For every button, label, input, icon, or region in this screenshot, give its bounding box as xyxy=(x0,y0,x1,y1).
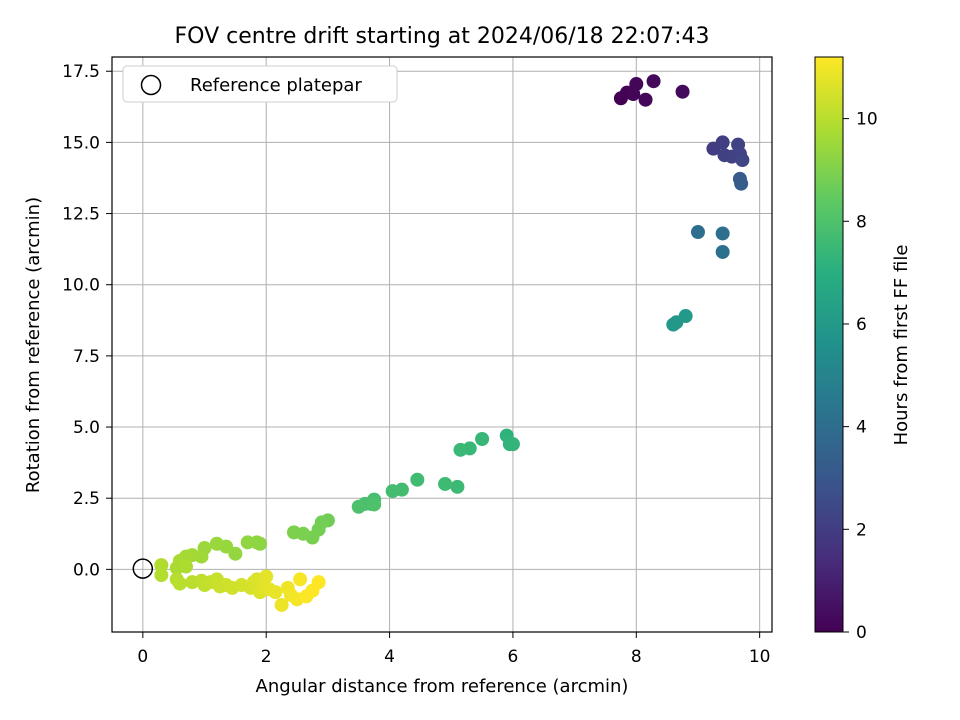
y-tick-label: 10.0 xyxy=(62,276,100,296)
data-point xyxy=(286,525,301,540)
legend-marker-icon xyxy=(140,74,162,96)
data-point xyxy=(646,74,661,89)
data-point xyxy=(505,437,520,452)
data-point xyxy=(259,569,274,584)
data-point xyxy=(638,92,653,107)
data-point xyxy=(172,576,187,591)
data-point xyxy=(179,559,194,574)
data-point xyxy=(675,84,690,99)
x-tick-label: 10 xyxy=(749,647,771,667)
data-point xyxy=(438,476,453,491)
y-axis-label: Rotation from reference (arcmin) xyxy=(23,197,44,493)
y-tick-label: 15.0 xyxy=(62,133,100,153)
data-point xyxy=(629,77,644,92)
data-point xyxy=(735,153,750,168)
colorbar-gradient xyxy=(814,56,844,633)
colorbar-tick-label: 4 xyxy=(856,418,867,438)
chart-title: FOV centre drift starting at 2024/06/18 … xyxy=(175,24,710,49)
colorbar-tick-label: 8 xyxy=(856,212,867,232)
data-point xyxy=(268,585,283,600)
legend-label: Reference platepar xyxy=(190,75,362,96)
data-point xyxy=(351,499,366,514)
x-tick-label: 4 xyxy=(384,647,395,667)
colorbar-tick-label: 6 xyxy=(856,315,867,335)
y-tick-label: 2.5 xyxy=(73,489,100,509)
data-point xyxy=(715,135,730,150)
data-point xyxy=(367,497,382,512)
data-point xyxy=(274,597,289,612)
x-tick-label: 2 xyxy=(261,647,272,667)
data-point xyxy=(293,572,308,587)
data-point xyxy=(475,432,490,447)
colorbar-tick-label: 10 xyxy=(856,110,878,130)
data-point xyxy=(734,176,749,191)
data-point xyxy=(154,558,169,573)
x-tick-label: 8 xyxy=(631,647,642,667)
y-tick-label: 7.5 xyxy=(73,347,100,367)
data-point xyxy=(410,472,425,487)
y-axis-ticks: 0.0 2.5 5.0 7.5 10.0 12.5 15.0 17.5 xyxy=(62,62,112,580)
y-tick-label: 5.0 xyxy=(73,418,100,438)
x-axis-ticks: 0 2 4 6 8 10 xyxy=(137,632,770,667)
colorbar-label: Hours from first FF file xyxy=(891,245,912,446)
plot-frame xyxy=(111,56,773,633)
data-point xyxy=(209,536,224,551)
data-point xyxy=(453,442,468,457)
data-point xyxy=(690,225,705,240)
x-tick-label: 6 xyxy=(508,647,519,667)
data-point xyxy=(450,479,465,494)
legend-box xyxy=(122,65,398,103)
reference-marker xyxy=(132,558,154,579)
data-point xyxy=(154,568,169,583)
data-point xyxy=(385,484,400,499)
colorbar-ticks: 0 2 4 6 8 10 xyxy=(843,110,878,643)
colorbar: 0 2 4 6 8 10 Hours from first FF file xyxy=(814,56,912,643)
legend: Reference platepar xyxy=(122,65,398,103)
x-axis-label: Angular distance from reference (arcmin) xyxy=(256,676,629,697)
y-tick-label: 12.5 xyxy=(62,205,100,225)
data-point xyxy=(715,226,730,241)
y-tick-label: 17.5 xyxy=(62,62,100,82)
grid-lines xyxy=(112,57,772,632)
x-tick-label: 0 xyxy=(137,647,148,667)
colorbar-tick-label: 2 xyxy=(856,520,867,540)
data-point xyxy=(240,535,255,550)
data-point xyxy=(678,309,693,324)
y-tick-label: 0.0 xyxy=(73,560,100,580)
data-point xyxy=(715,244,730,259)
data-points xyxy=(154,74,750,612)
data-point xyxy=(311,575,326,590)
colorbar-tick-label: 0 xyxy=(856,623,867,643)
